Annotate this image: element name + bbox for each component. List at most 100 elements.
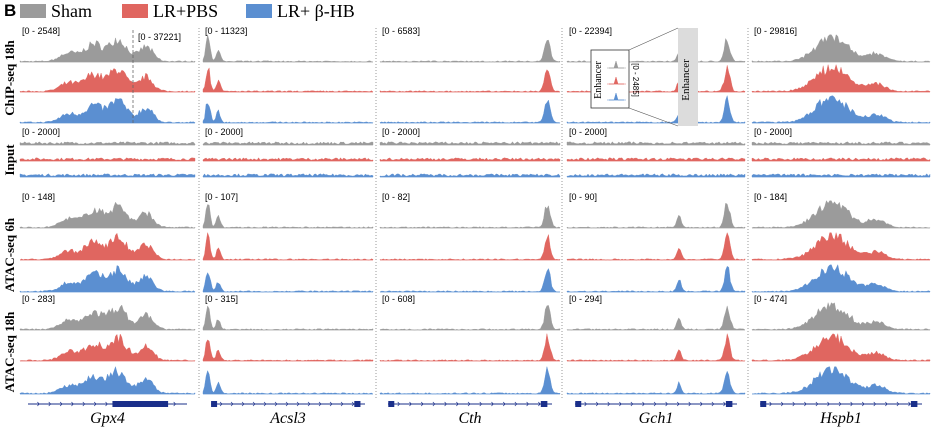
range-label: [0 - 11323] [205, 26, 247, 36]
gene-strand-arrow [252, 401, 256, 407]
signal-track-sham [751, 141, 931, 146]
gene-strand-arrow [48, 401, 52, 407]
gene-strand-arrow [769, 401, 772, 407]
signal-track-sham [379, 205, 561, 229]
range-label: [0 - 184] [754, 192, 787, 202]
signal-track-sham [202, 305, 374, 331]
range-label: [0 - 2000] [569, 127, 607, 137]
gene-strand-arrow [514, 401, 518, 407]
gene-label-acsl3: Acsl3 [269, 410, 306, 427]
range-label: [0 - 148] [22, 192, 55, 202]
gene-strand-arrow [502, 401, 506, 407]
gene-strand-arrow [420, 401, 424, 407]
signal-track-sham [379, 141, 561, 146]
gene-strand-arrow [861, 401, 865, 407]
gene-exon [540, 401, 548, 407]
gene-strand-arrow [584, 401, 587, 407]
gene-strand-arrow [444, 401, 447, 407]
signal-track-lr-hb [751, 173, 931, 178]
range-label: [0 - 6583] [382, 26, 420, 36]
signal-track-lr-hb [751, 366, 931, 395]
signal-track-sham [751, 200, 931, 229]
range-label: [0 - 2000] [205, 127, 243, 137]
range-label-extra: [0 - 37221] [138, 32, 181, 42]
gene-strand-arrow [128, 401, 131, 407]
gene-strand-arrow [318, 401, 322, 407]
gene-exon [910, 401, 918, 407]
range-label: [0 - 294] [569, 294, 602, 304]
signal-track-lr-hb [751, 95, 931, 124]
signal-track-sham [566, 202, 746, 229]
signal-track-sham [202, 34, 374, 63]
gene-exon [211, 401, 218, 407]
legend-swatch-lr-bhb [246, 4, 272, 18]
signal-track-sham [751, 34, 931, 63]
gene-exon [725, 401, 733, 407]
signal-track-lr-hb [202, 173, 374, 178]
signal-track-lr-hb [379, 99, 561, 124]
gene-strand-arrow [82, 401, 86, 407]
gene-strand-arrow [908, 401, 911, 407]
range-label: [0 - 474] [754, 294, 787, 304]
gene-strand-arrow [116, 401, 120, 407]
signal-track-sham [379, 39, 561, 63]
gene-exon [354, 401, 361, 407]
signal-track-lr-hb [202, 103, 374, 124]
range-label: [0 - 2548] [22, 26, 60, 36]
signal-track-sham [202, 204, 374, 229]
gene-strand-arrow [792, 401, 796, 407]
signal-track-sham [19, 37, 196, 63]
enhancer-highlight [678, 28, 698, 126]
signal-track-lr-hb [19, 173, 196, 178]
range-label: [0 - 82] [382, 192, 410, 202]
signal-track-sham [566, 141, 746, 146]
gene-strand-arrow [93, 401, 97, 407]
gene-strand-arrow [538, 401, 541, 407]
inset-enhancer-label: Enhancer [593, 60, 604, 98]
signal-track-lr-hb [566, 265, 746, 293]
signal-track-lr-pbs [202, 157, 374, 162]
gene-strand-arrow [827, 401, 830, 407]
gene-strand-arrow [409, 401, 412, 407]
gene-strand-arrow [241, 401, 245, 407]
row-label-atac-seq-6h: ATAC-seq 6h [2, 217, 17, 292]
gene-strand-arrow [150, 401, 154, 407]
signal-track-sham [19, 141, 196, 146]
gene-exon [575, 401, 582, 407]
gene-strand-arrow [850, 401, 853, 407]
gene-exon [112, 401, 169, 407]
signal-track-sham [202, 141, 374, 146]
gene-strand-arrow [162, 401, 165, 407]
signal-track-lr-hb [566, 173, 746, 178]
gene-strand-arrow [274, 401, 278, 407]
inset-range-label: [0 - 2485] [631, 63, 640, 97]
gene-strand-arrow [219, 401, 223, 407]
signal-track-sham [751, 301, 931, 331]
gene-strand-arrow [688, 401, 692, 407]
range-label: [0 - 283] [22, 294, 55, 304]
gene-strand-arrow [873, 401, 877, 407]
signal-track-lr-hb [379, 173, 561, 178]
gene-strand-arrow [838, 401, 842, 407]
signal-track-lr-pbs [751, 157, 931, 162]
signal-track-lr-hb [566, 370, 746, 395]
gene-strand-arrow [815, 401, 819, 407]
legend-item-sham: Sham [20, 1, 92, 21]
signal-track-lr-hb [202, 370, 374, 395]
range-label: [0 - 90] [569, 192, 597, 202]
legend-swatch-sham [20, 4, 46, 18]
gene-strand-arrow [780, 401, 784, 407]
gene-strand-arrow [285, 401, 289, 407]
signal-track-lr-pbs [379, 69, 561, 93]
row-label-input: Input [2, 144, 17, 176]
signal-track-lr-pbs [566, 333, 746, 362]
range-label: [0 - 107] [205, 192, 238, 202]
gene-label-cth: Cth [458, 410, 481, 427]
row-label-atac-seq-18h: ATAC-seq 18h [2, 311, 17, 393]
inset-zoom-line [628, 107, 679, 127]
gene-exon [760, 401, 767, 407]
signal-track-lr-hb [379, 366, 561, 395]
gene-strand-arrow [71, 401, 74, 407]
signal-track-lr-pbs [751, 63, 931, 93]
